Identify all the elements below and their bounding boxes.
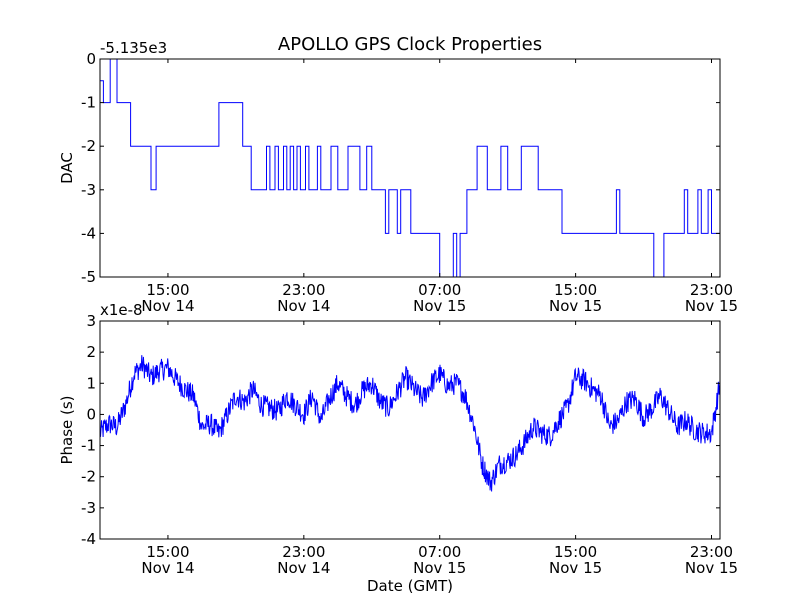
y-tick-label: -2 [81,137,96,155]
x-tick-label-date: Nov 14 [141,559,194,577]
y-tick-label: 0 [86,50,96,68]
x-tick-label-time: 07:00 [418,543,461,561]
y-tick-label: 3 [86,312,96,330]
x-tick-label-time: 23:00 [690,281,733,299]
y-tick-label: 1 [86,374,96,392]
y-tick-label: -1 [81,437,96,455]
x-tick-label-time: 15:00 [554,543,597,561]
x-tick-label-date: Nov 15 [685,559,738,577]
y-tick-label: 2 [86,343,96,361]
x-tick-label-date: Nov 14 [141,297,194,315]
plot-frame [99,58,721,278]
y-tick-label: -4 [81,224,96,242]
figure-xlabel: Date (GMT) [367,577,453,595]
y-tick-label: 0 [86,405,96,423]
plot-frame [99,320,721,540]
x-tick-label-date: Nov 15 [413,559,466,577]
x-tick-label-time: 23:00 [282,281,325,299]
y-axis-label: Phase (s) [58,395,76,464]
y-tick-label: -1 [81,94,96,112]
x-tick-label-time: 15:00 [554,281,597,299]
y-axis-label: DAC [58,152,76,184]
y-tick-label: -3 [81,499,96,517]
y-tick-label: -2 [81,468,96,486]
axis-offset-label: x1e-8 [100,301,143,319]
x-tick-label-date: Nov 15 [685,297,738,315]
series-line-0 [100,59,720,277]
y-tick-label: -5 [81,268,96,286]
x-tick-label-date: Nov 15 [549,559,602,577]
x-tick-label-time: 15:00 [146,281,189,299]
x-tick-label-date: Nov 14 [277,559,330,577]
x-tick-label-time: 15:00 [146,543,189,561]
figure-title: APOLLO GPS Clock Properties [278,34,542,55]
x-tick-label-date: Nov 15 [549,297,602,315]
x-tick-label-time: 23:00 [690,543,733,561]
x-tick-label-time: 23:00 [282,543,325,561]
x-tick-label-time: 07:00 [418,281,461,299]
y-tick-label: -4 [81,530,96,548]
x-tick-label-date: Nov 14 [277,297,330,315]
x-tick-label-date: Nov 15 [413,297,466,315]
series-line-0 [100,355,720,492]
axis-offset-label: -5.135e3 [100,39,167,57]
y-tick-label: -3 [81,181,96,199]
